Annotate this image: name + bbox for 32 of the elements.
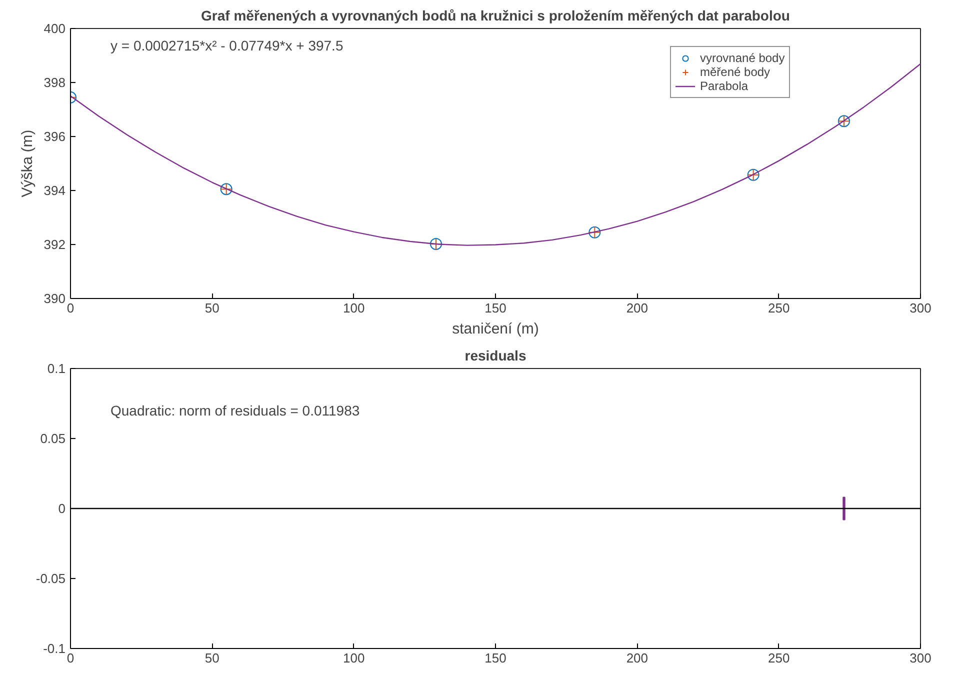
x-tick-label: 50: [204, 300, 220, 316]
x-tick-label: 250: [768, 650, 790, 666]
legend-label: měřené body: [700, 65, 770, 79]
x-tick-label: 200: [626, 650, 648, 666]
x-tick-label: 100: [342, 650, 365, 666]
y-tick-label: 394: [44, 183, 66, 198]
chart-title: residuals: [464, 348, 526, 364]
x-tick-label: 150: [484, 650, 506, 666]
y-tick-label: 392: [44, 237, 66, 252]
x-tick-label: 250: [768, 300, 790, 316]
y-tick-label: 396: [44, 129, 66, 144]
x-tick-label: 300: [910, 300, 932, 316]
y-tick-label: -0.1: [43, 641, 66, 656]
y-tick-label: 400: [44, 21, 66, 36]
x-tick-label: 150: [484, 300, 506, 316]
chart-title: Graf měřenených a vyrovnaných bodů na kružnici s proložením měřených dat parabolou: [201, 8, 790, 24]
y-tick-label: 0.05: [40, 431, 66, 446]
legend-label: vyrovnané body: [700, 51, 785, 65]
legend-label: Parabola: [700, 79, 748, 93]
x-tick-label: 300: [910, 650, 932, 666]
y-tick-label: 0.1: [47, 361, 66, 376]
x-axis-title: staničení (m): [452, 320, 539, 338]
y-tick-label: -0.05: [36, 571, 66, 586]
y-tick-label: 0: [58, 501, 66, 516]
y-tick-label: 390: [44, 291, 66, 306]
x-tick-label: 200: [626, 300, 648, 316]
x-tick-label: 100: [342, 300, 365, 316]
x-tick-label: 50: [204, 650, 220, 666]
annotation: Quadratic: norm of residuals = 0.011983: [110, 402, 360, 418]
y-axis-title: Výška (m): [18, 130, 36, 198]
annotation: y = 0.0002715*x² - 0.07749*x + 397.5: [110, 38, 344, 54]
y-tick-label: 398: [44, 75, 66, 90]
